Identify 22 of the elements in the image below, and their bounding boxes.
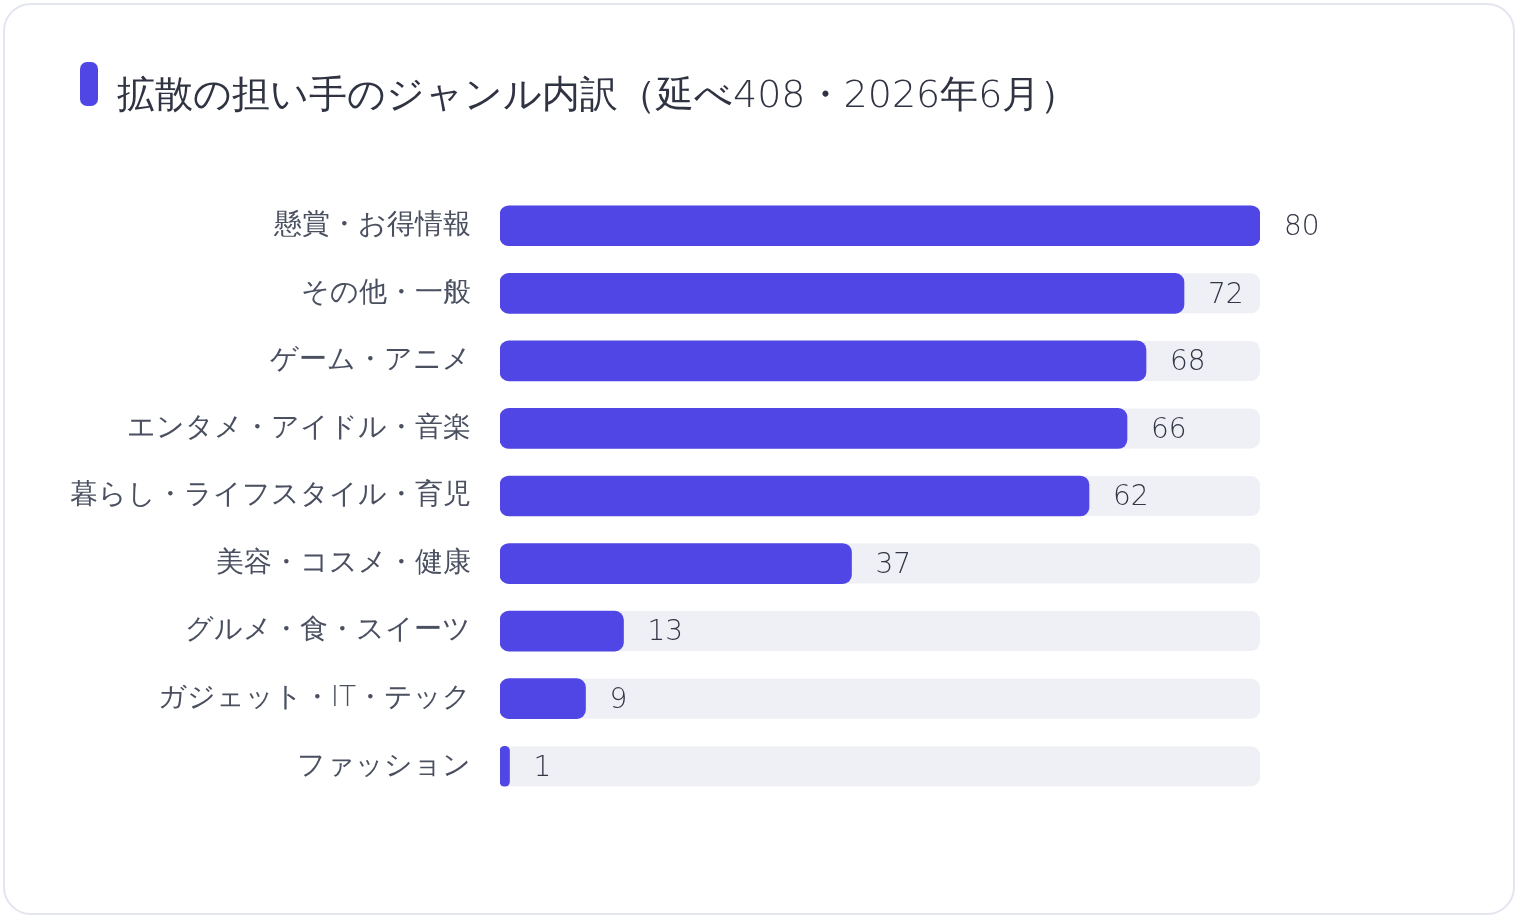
data-label: 13 (647, 614, 684, 648)
y-tick-label: 懸賞・お得情報 (273, 207, 471, 241)
y-tick-label: ガジェット・IT・テック (157, 679, 471, 713)
y-tick-label: エンタメ・アイドル・音楽 (127, 409, 471, 443)
data-label: 80 (1284, 209, 1320, 243)
data-label: 37 (875, 546, 912, 580)
data-label: 62 (1113, 479, 1149, 513)
data-label: 1 (533, 749, 552, 783)
data-label: 72 (1208, 276, 1244, 310)
bar (500, 610, 624, 652)
data-label: 9 (609, 681, 628, 715)
y-tick-label: ファッション (297, 747, 471, 781)
chart-title: 拡散の担い手のジャンル内訳（延べ408・2026年6月） (117, 71, 1079, 118)
bar (500, 745, 510, 787)
y-tick-label: ゲーム・アニメ (270, 342, 471, 376)
data-label: 68 (1170, 344, 1206, 378)
y-tick-label: グルメ・食・スイーツ (185, 612, 471, 646)
y-tick-label: その他・一般 (301, 274, 471, 308)
y-tick-label: 美容・コスメ・健康 (216, 544, 471, 578)
data-label: 66 (1151, 411, 1187, 445)
y-tick-label: 暮らし・ライフスタイル・育児 (70, 477, 471, 511)
bar (500, 678, 586, 719)
